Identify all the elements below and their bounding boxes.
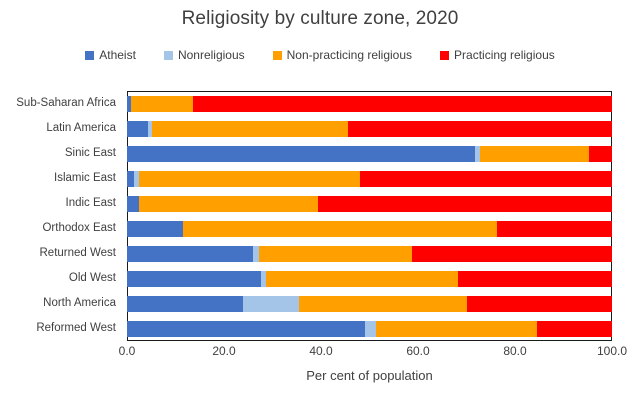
chart-title: Religiosity by culture zone, 2020 [181,8,459,29]
y-axis-label: Reformed West [36,321,116,334]
bar-row [127,270,612,287]
legend-item-nonreligious[interactable]: Nonreligious [163,48,245,62]
bar-segment-practicing-religious[interactable] [318,195,612,212]
stacked-bars-group [127,91,612,341]
bar-segment-practicing-religious[interactable] [359,170,612,187]
y-axis-label: Returned West [39,246,117,259]
bar-segment-practicing-religious[interactable] [497,220,612,237]
bar-segment-nonreligious[interactable] [364,320,376,337]
bar-row [127,170,612,187]
x-axis-tick-label: 80.0 [503,344,527,358]
bar-segment-practicing-religious[interactable] [536,320,612,337]
bar-segment-practicing-religious[interactable] [457,270,612,287]
bar-segment-non-practicing-religious[interactable] [182,220,498,237]
bar-segment-atheist[interactable] [127,195,140,212]
legend-label: Nonreligious [177,48,245,62]
bar-segment-non-practicing-religious[interactable] [139,170,360,187]
legend-swatch-icon [440,50,450,60]
x-axis-tick-label: 60.0 [406,344,430,358]
x-axis-tick-label: 20.0 [212,344,236,358]
x-axis-tick-label: 40.0 [309,344,333,358]
x-axis-title: Per cent of population [306,368,433,383]
bar-row [127,220,612,237]
bar-segment-atheist[interactable] [127,145,476,162]
bar-segment-nonreligious[interactable] [260,270,267,287]
bar-segment-nonreligious[interactable] [253,245,259,262]
bar-segment-atheist[interactable] [127,270,261,287]
bar-segment-practicing-religious[interactable] [466,295,612,312]
bar-row [127,195,612,212]
bar-segment-atheist[interactable] [127,95,132,112]
legend-label: Atheist [99,48,136,62]
bar-segment-non-practicing-religious[interactable] [299,295,467,312]
y-axis-label: Orthodox East [42,221,116,234]
bar-segment-atheist[interactable] [127,120,148,137]
bar-segment-atheist[interactable] [127,320,365,337]
bar-segment-atheist[interactable] [127,220,183,237]
legend-swatch-icon [163,50,173,60]
bar-segment-atheist[interactable] [127,170,134,187]
bar-segment-non-practicing-religious[interactable] [266,270,458,287]
y-axis-label: Sub-Saharan Africa [16,96,116,109]
x-axis-tick-labels: 0.0 20.0 40.0 60.0 80.0 100.0 [0,344,640,362]
x-axis-tick-label: 0.0 [118,344,136,358]
legend-swatch-icon [272,50,282,60]
bar-segment-non-practicing-religious[interactable] [375,320,537,337]
bar-row [127,295,612,312]
bar-row [127,145,612,162]
bar-row [127,120,612,137]
legend-swatch-icon [85,50,95,60]
y-axis-label: Latin America [46,121,116,134]
legend-label: Non-practicing religious [286,48,413,62]
y-axis-label: Indic East [65,196,117,209]
legend-item-atheist[interactable]: Atheist [85,48,136,62]
bar-segment-nonreligious[interactable] [475,145,481,162]
bar-segment-non-practicing-religious[interactable] [131,95,193,112]
chart-legend: Atheist Nonreligious Non-practicing religi… [0,48,640,62]
legend-label: Practicing religious [454,48,555,62]
legend-item-non-practicing-religious[interactable]: Non-practicing religious [272,48,413,62]
y-axis-label: Islamic East [54,171,116,184]
bar-row [127,320,612,337]
bar-segment-non-practicing-religious[interactable] [258,245,413,262]
bar-segment-practicing-religious[interactable] [589,145,612,162]
bar-segment-practicing-religious[interactable] [192,95,612,112]
y-axis-label: North America [43,296,116,309]
bar-segment-nonreligious[interactable] [133,170,140,187]
legend-item-practicing-religious[interactable]: Practicing religious [440,48,555,62]
y-axis-category-labels: Sub-Saharan Africa Latin America Sinic Eas… [0,91,122,341]
bar-segment-practicing-religious[interactable] [348,120,612,137]
bar-segment-non-practicing-religious[interactable] [480,145,590,162]
bar-row [127,95,612,112]
bar-segment-practicing-religious[interactable] [412,245,612,262]
bar-segment-atheist[interactable] [127,295,243,312]
bar-segment-non-practicing-religious[interactable] [152,120,349,137]
y-axis-label: Sinic East [64,146,116,159]
x-axis-tick-label: 100.0 [596,344,628,358]
bar-segment-non-practicing-religious[interactable] [139,195,319,212]
bar-segment-nonreligious[interactable] [147,120,153,137]
bar-segment-atheist[interactable] [127,245,254,262]
bar-row [127,245,612,262]
bar-segment-nonreligious[interactable] [242,295,300,312]
y-axis-label: Old West [68,271,116,284]
